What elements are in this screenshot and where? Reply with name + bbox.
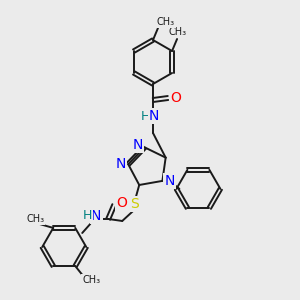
Text: N: N xyxy=(164,174,175,188)
Text: CH₃: CH₃ xyxy=(82,275,100,285)
Text: CH₃: CH₃ xyxy=(157,17,175,27)
Text: N: N xyxy=(149,109,159,123)
Text: N: N xyxy=(132,138,143,152)
Text: H: H xyxy=(82,209,92,223)
Text: CH₃: CH₃ xyxy=(26,214,44,224)
Text: O: O xyxy=(116,196,127,210)
Text: H: H xyxy=(140,110,150,122)
Text: O: O xyxy=(171,91,182,105)
Text: S: S xyxy=(130,197,139,211)
Text: N: N xyxy=(116,157,126,171)
Text: CH₃: CH₃ xyxy=(169,27,187,37)
Text: N: N xyxy=(91,209,101,223)
